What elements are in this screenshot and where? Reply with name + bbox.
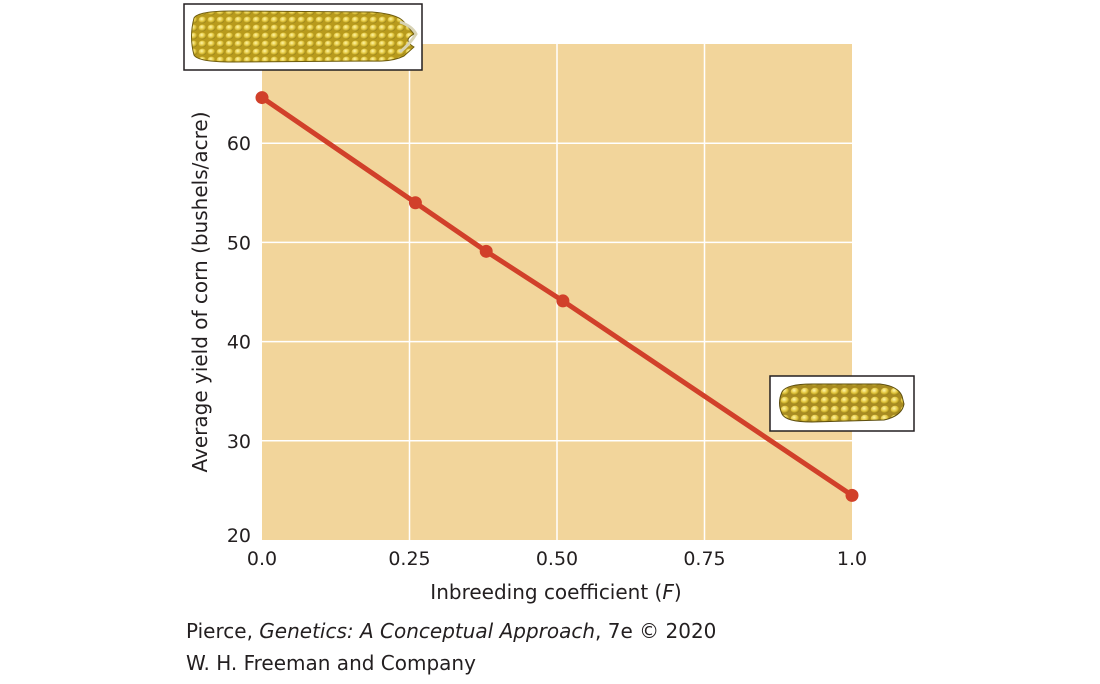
x-axis-title-prefix: Inbreeding coefficient (	[430, 580, 662, 604]
data-point	[479, 244, 493, 258]
data-point	[255, 91, 269, 105]
credit-publisher: W. H. Freeman and Company	[186, 651, 476, 675]
grid	[262, 44, 852, 540]
x-axis-title: Inbreeding coefficient (F)	[430, 580, 681, 604]
y-axis-title: Average yield of corn (bushels/acre)	[188, 112, 212, 473]
data-point	[556, 294, 570, 308]
credit-edition: , 7e © 2020	[595, 619, 717, 643]
data-points	[255, 91, 859, 502]
x-tick-label: 0.0	[247, 548, 277, 570]
x-axis-title-variable: F	[662, 580, 674, 604]
y-tick-label: 60	[227, 133, 251, 155]
x-tick-label: 0.50	[536, 548, 578, 570]
x-axis-title-suffix: )	[674, 580, 682, 604]
tick-labels: 0.0 0.25 0.50 0.75 1.0 20 30 40 50 60	[227, 133, 867, 570]
credit-line-2: W. H. Freeman and Company	[186, 651, 476, 675]
large-corn-ear-image	[183, 3, 423, 71]
x-tick-label: 1.0	[837, 548, 867, 570]
data-point	[408, 196, 422, 210]
x-tick-label: 0.25	[388, 548, 430, 570]
y-tick-label: 30	[227, 431, 251, 453]
x-tick-label: 0.75	[683, 548, 725, 570]
data-point	[845, 488, 859, 502]
credit-author: Pierce,	[186, 619, 260, 643]
y-tick-label: 20	[227, 525, 251, 547]
y-tick-label: 40	[227, 332, 251, 354]
credit-book-title: Genetics: A Conceptual Approach	[259, 619, 596, 643]
y-tick-label: 50	[227, 232, 251, 254]
small-corn-ear-image	[769, 375, 915, 432]
credit-line-1: Pierce, Genetics: A Conceptual Approach,…	[186, 619, 716, 643]
